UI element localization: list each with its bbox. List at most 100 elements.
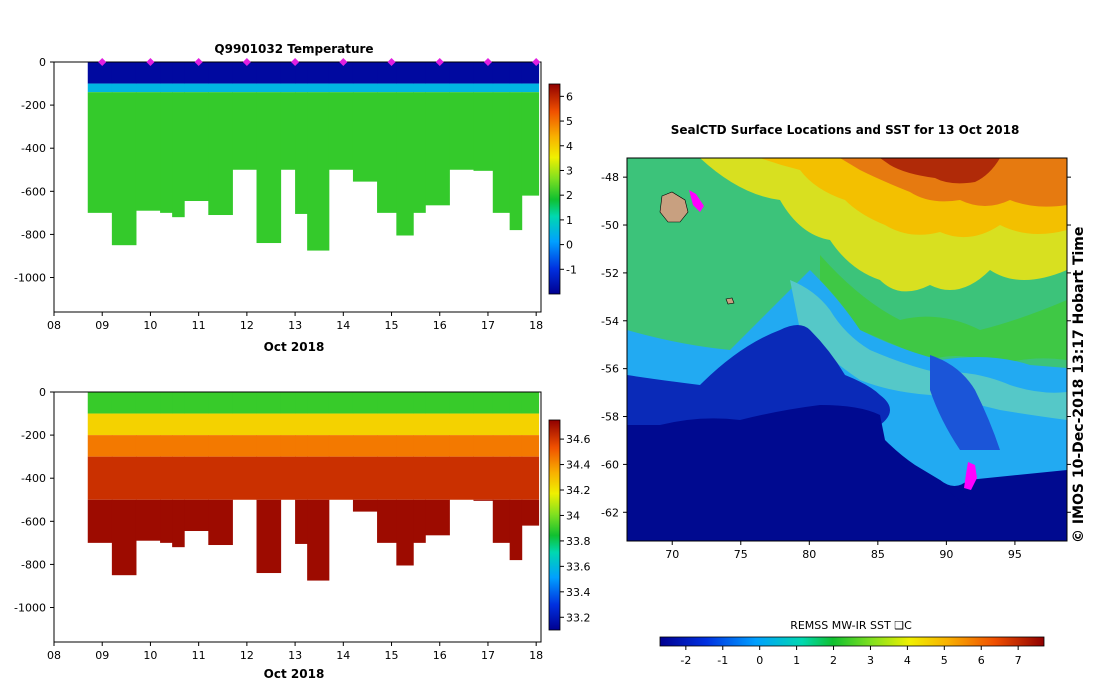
profile-cell	[396, 413, 414, 436]
salinity-plot-frame	[53, 391, 542, 643]
profile-cell	[509, 499, 523, 561]
lat-tick-label: -60	[601, 458, 619, 471]
profile-cell	[425, 435, 450, 457]
x-tick-label: 16	[433, 319, 447, 332]
profile-cell	[473, 456, 494, 500]
profile-cell	[232, 83, 258, 93]
profile-cell	[111, 499, 137, 576]
x-tick-label: 09	[95, 649, 109, 662]
profile-cell	[172, 392, 185, 414]
profile-cell	[111, 392, 137, 414]
colorbar-tick-label: 2	[566, 189, 573, 202]
colorbar-tick-label: 33.4	[566, 586, 591, 599]
profile-cell	[172, 83, 185, 93]
profile-cell	[135, 413, 161, 436]
salinity-heatmap	[87, 392, 540, 581]
profile-cell	[521, 435, 540, 457]
profile-cell	[135, 435, 161, 457]
x-tick-label: 12	[240, 319, 254, 332]
profile-cell	[425, 62, 450, 84]
profile-cell	[87, 62, 113, 84]
profile-cell	[160, 83, 173, 93]
profile-cell	[111, 435, 137, 457]
profile-cell	[184, 456, 209, 500]
profile-cell	[509, 392, 523, 414]
lon-tick-label: 70	[665, 548, 679, 561]
sst-colorbar-tick-label: -2	[680, 654, 691, 667]
imos-timestamp: © IMOS 10-Dec-2018 13:17 Hobart Time	[1071, 227, 1087, 543]
profile-cell	[449, 413, 474, 436]
profile-cell	[208, 499, 233, 546]
profile-cell	[492, 392, 511, 414]
profile-cell	[492, 435, 511, 457]
profile-cell	[280, 92, 296, 170]
profile-cell	[184, 435, 209, 457]
profile-cell	[492, 62, 511, 84]
profile-cell	[307, 83, 330, 93]
colorbar-tick-label: 34.4	[566, 459, 591, 472]
profile-cell	[307, 413, 330, 436]
sst-colorbar-tick-label: 0	[756, 654, 763, 667]
colorbar-tick-label: 0	[566, 239, 573, 252]
profile-cell	[232, 456, 258, 500]
profile-cell	[87, 92, 113, 213]
profile-cell	[307, 456, 330, 500]
sst-field	[627, 158, 1067, 541]
profile-cell	[160, 435, 173, 457]
profile-cell	[184, 499, 209, 532]
profile-cell	[377, 62, 397, 84]
profile-cell	[280, 62, 296, 84]
profile-cell	[521, 499, 540, 526]
profile-cell	[413, 499, 426, 543]
profile-cell	[509, 92, 523, 231]
surface-marker	[98, 58, 107, 66]
profile-cell	[413, 413, 426, 436]
x-tick-label: 18	[529, 319, 543, 332]
sst-colorbar-tick-label: 2	[830, 654, 837, 667]
x-tick-label: 08	[47, 319, 61, 332]
profile-cell	[307, 62, 330, 84]
profile-cell	[307, 92, 330, 251]
profile-cell	[396, 435, 414, 457]
y-tick-label: -400	[21, 472, 46, 485]
temperature-x-label: Oct 2018	[264, 340, 325, 354]
profile-cell	[425, 392, 450, 414]
x-tick-label: 15	[385, 649, 399, 662]
profile-cell	[413, 83, 426, 93]
lat-tick-label: -58	[601, 411, 619, 424]
profile-cell	[473, 435, 494, 457]
profile-cell	[172, 435, 185, 457]
profile-cell	[184, 62, 209, 84]
map-frame	[626, 157, 1068, 542]
temperature-title: Q9901032 Temperature	[214, 42, 373, 56]
profile-cell	[509, 62, 523, 84]
profile-cell	[232, 62, 258, 84]
lon-tick-label: 90	[939, 548, 953, 561]
y-tick-label: -1000	[14, 272, 46, 285]
colorbar-tick-label: 34.2	[566, 484, 591, 497]
profile-cell	[256, 392, 282, 414]
profile-cell	[160, 499, 173, 543]
profile-cell	[208, 413, 233, 436]
profile-cell	[160, 392, 173, 414]
x-tick-label: 14	[336, 319, 350, 332]
profile-cell	[208, 62, 233, 84]
y-tick-label: -800	[21, 558, 46, 571]
profile-cell	[232, 92, 258, 170]
profile-cell	[521, 62, 540, 84]
profile-cell	[377, 392, 397, 414]
profile-cell	[208, 83, 233, 93]
surface-marker	[291, 58, 300, 66]
y-tick-label: 0	[39, 386, 46, 399]
map-latitude-axis: -48 -50 -52 -54 -56 -58 -60 -62	[601, 171, 1071, 519]
profile-cell	[295, 435, 308, 457]
colorbar-tick-label: 1	[566, 214, 573, 227]
salinity-x-axis: 08 09 10 11 12 13 14 15 16 17 18	[47, 642, 543, 662]
profile-cell	[87, 392, 113, 414]
lon-tick-label: 95	[1008, 548, 1022, 561]
profile-cell	[135, 62, 161, 84]
salinity-colorbar-ticks: 33.2 33.4 33.6 33.8 34 34.2 34.4 34.6	[560, 433, 591, 624]
profile-cell	[413, 456, 426, 500]
colorbar-tick-label: 5	[566, 115, 573, 128]
profile-cell	[87, 456, 113, 500]
